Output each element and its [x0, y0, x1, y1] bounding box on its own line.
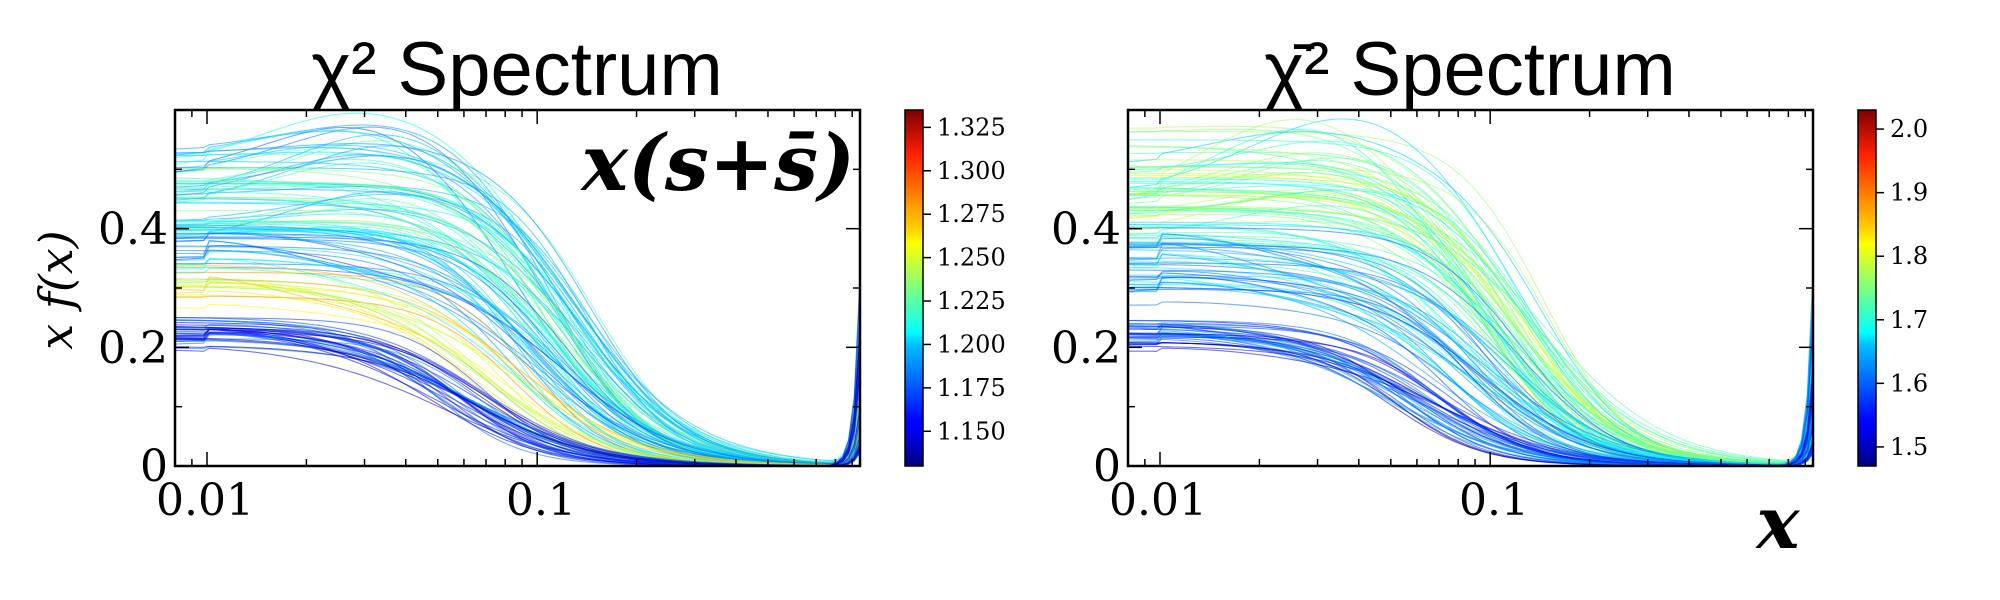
replica-line-94: [1128, 275, 1813, 465]
colorbar-tick-label-3: 1.8: [1890, 242, 1928, 270]
replica-line-68: [1128, 238, 1813, 465]
y-tick-label-1: 0.2: [98, 323, 168, 374]
colorbar-tick-label-7: 1.325: [937, 113, 1006, 141]
colorbar-tick-label-3: 1.225: [937, 287, 1006, 315]
chart-panel-chi2: χ² Spectrum 0 0.2 0.4 0.01 0.1 x f(x) x(…: [29, 27, 1006, 526]
colorbar-ticks: 1.150 1.175 1.200 1.225 1.250 1.275 1.300 1.325: [923, 113, 1006, 445]
replica-line-41: [1128, 187, 1813, 461]
colorbar-tick-label-1: 1.6: [1890, 369, 1928, 397]
colorbar: [904, 109, 924, 467]
series-annotation: x(s+s̄): [580, 118, 856, 209]
y-tick-label-1: 0.2: [1051, 323, 1121, 374]
replica-line-79: [175, 249, 860, 465]
colorbar-tick-label-1: 1.175: [937, 374, 1006, 402]
replica-line-113: [175, 326, 860, 466]
replica-curves: [1128, 118, 1813, 466]
replica-line-47: [1128, 206, 1813, 463]
colorbar-tick-label-2: 1.200: [937, 330, 1006, 358]
replica-line-95: [175, 277, 860, 466]
colorbar-ticks: 1.5 1.6 1.7 1.8 1.9 2.0: [1876, 115, 1928, 461]
replica-line-101: [1128, 270, 1813, 466]
x-axis-label: x: [1755, 480, 1801, 565]
chart-panel-chi2bar: χ̄² Spectrum 0 0.2 0.4 0.01 0.1 x 1.5 1.6…: [1051, 27, 1928, 565]
chart-title: χ² Spectrum: [311, 27, 723, 112]
y-tick-label-0: 0: [140, 441, 168, 492]
x-tick-label-0: 0.01: [1109, 475, 1207, 526]
replica-line-36: [175, 182, 860, 465]
colorbar-tick-label-5: 2.0: [1890, 115, 1928, 143]
x-tick-label-1: 0.1: [506, 475, 576, 526]
replica-line-2: [175, 134, 860, 461]
y-tick-label-0: 0: [1093, 441, 1121, 492]
colorbar-tick-label-6: 1.300: [937, 157, 1006, 185]
chart-title: χ̄² Spectrum: [1264, 27, 1676, 112]
replica-line-13: [1128, 152, 1813, 464]
axis-ticks: [174, 109, 860, 467]
colorbar-tick-label-5: 1.275: [937, 200, 1006, 228]
colorbar-tick-label-4: 1.9: [1890, 179, 1928, 207]
colorbar-tick-label-4: 1.250: [937, 244, 1006, 272]
x-tick-label-1: 0.1: [1459, 475, 1529, 526]
x-tick-label-0: 0.01: [156, 475, 254, 526]
y-tick-label-2: 0.4: [1051, 204, 1121, 255]
replica-line-11: [175, 151, 860, 463]
replica-line-22: [175, 222, 860, 463]
replica-line-87: [1128, 281, 1813, 465]
colorbar-tick-label-2: 1.7: [1890, 306, 1928, 334]
colorbar: [1857, 109, 1877, 467]
replica-line-96: [1128, 286, 1813, 466]
colorbar-tick-label-0: 1.150: [937, 417, 1006, 445]
replica-line-17: [175, 147, 860, 464]
replica-line-99: [175, 278, 860, 466]
replica-line-48: [175, 213, 860, 462]
replica-line-135: [1128, 315, 1813, 466]
y-axis-label: x f(x): [29, 230, 83, 349]
axis-ticks: [1127, 109, 1813, 467]
y-tick-label-2: 0.4: [98, 204, 168, 255]
colorbar-tick-label-0: 1.5: [1890, 433, 1928, 461]
replica-line-129: [175, 327, 860, 466]
replica-line-53: [1128, 193, 1813, 465]
